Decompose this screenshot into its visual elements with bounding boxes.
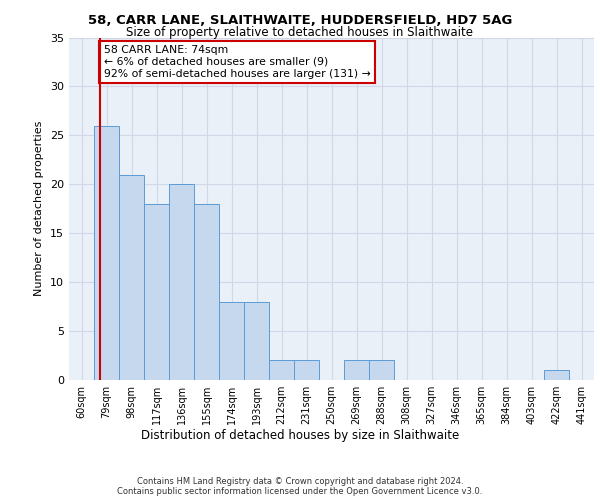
Bar [294, 360, 319, 380]
Bar [244, 302, 269, 380]
Bar [144, 204, 169, 380]
Bar [219, 302, 244, 380]
Bar [119, 174, 144, 380]
Text: Distribution of detached houses by size in Slaithwaite: Distribution of detached houses by size … [141, 430, 459, 442]
Y-axis label: Number of detached properties: Number of detached properties [34, 121, 44, 296]
Bar [94, 126, 119, 380]
Bar [369, 360, 394, 380]
Text: 58, CARR LANE, SLAITHWAITE, HUDDERSFIELD, HD7 5AG: 58, CARR LANE, SLAITHWAITE, HUDDERSFIELD… [88, 14, 512, 27]
Text: 58 CARR LANE: 74sqm
← 6% of detached houses are smaller (9)
92% of semi-detached: 58 CARR LANE: 74sqm ← 6% of detached hou… [104, 46, 370, 78]
Text: Contains HM Land Registry data © Crown copyright and database right 2024.
Contai: Contains HM Land Registry data © Crown c… [118, 476, 482, 496]
Bar [169, 184, 194, 380]
Bar [544, 370, 569, 380]
Text: Size of property relative to detached houses in Slaithwaite: Size of property relative to detached ho… [127, 26, 473, 39]
Bar [344, 360, 369, 380]
Bar [194, 204, 219, 380]
Bar [269, 360, 294, 380]
